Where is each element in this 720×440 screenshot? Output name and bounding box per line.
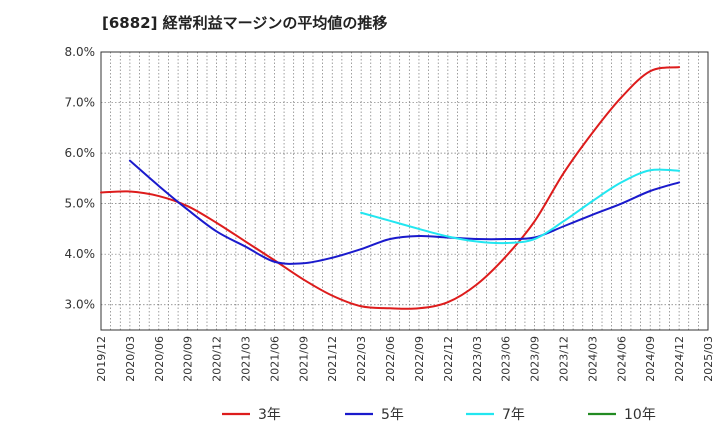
x-tick-label: 2024/09 — [644, 336, 657, 382]
series-line-1 — [100, 66, 681, 310]
x-tick-label: 2022/12 — [442, 336, 455, 382]
x-tick-label: 2021/03 — [240, 336, 253, 382]
y-tick-label: 7.0% — [65, 96, 96, 110]
y-tick-label: 3.0% — [65, 298, 96, 312]
y-tick-label: 8.0% — [65, 45, 96, 59]
x-tick-label: 2024/12 — [673, 336, 686, 382]
legend-label: 3年 — [258, 407, 281, 423]
y-tick-label: 4.0% — [65, 247, 96, 261]
x-tick-label: 2020/03 — [124, 336, 137, 382]
x-tick-label: 2022/03 — [355, 336, 368, 382]
x-tick-label: 2024/06 — [615, 336, 628, 382]
series-line-3 — [360, 168, 681, 245]
plot-frame — [100, 51, 709, 331]
x-tick-label: 2023/06 — [500, 336, 513, 382]
legend: 3年 5年 7年 10年 — [222, 407, 656, 423]
x-tick-label: 2023/09 — [529, 336, 542, 382]
x-tick-label: 2023/03 — [471, 336, 484, 382]
y-tick-label: 6.0% — [65, 146, 96, 160]
x-tick-label: 2021/06 — [268, 336, 281, 382]
x-tick-label: 2022/09 — [413, 336, 426, 382]
x-tick-label: 2023/12 — [557, 336, 570, 382]
x-tick-label: 2021/09 — [297, 336, 310, 382]
legend-label: 7年 — [502, 407, 525, 423]
legend-label: 5年 — [381, 407, 404, 423]
chart-title: [6882] 経常利益マージンの平均値の推移 — [102, 14, 388, 32]
legend-label: 10年 — [624, 407, 656, 423]
x-tick-label: 2024/03 — [586, 336, 599, 382]
x-tick-label: 2021/12 — [326, 336, 339, 382]
x-tick-label: 2020/06 — [153, 336, 166, 382]
axes: 3.0% 4.0% 5.0% 6.0% 7.0% 8.0% 2019/12 2020/03 20… — [65, 45, 716, 382]
grid — [101, 52, 708, 330]
series-lines — [100, 66, 681, 310]
x-tick-label: 2025/03 — [702, 336, 715, 382]
series-line-2 — [128, 159, 681, 265]
x-tick-label: 2019/12 — [95, 336, 108, 382]
y-tick-label: 5.0% — [65, 197, 96, 211]
x-tick-label: 2020/12 — [211, 336, 224, 382]
x-tick-label: 2022/06 — [384, 336, 397, 382]
x-tick-label: 2020/09 — [182, 336, 195, 382]
